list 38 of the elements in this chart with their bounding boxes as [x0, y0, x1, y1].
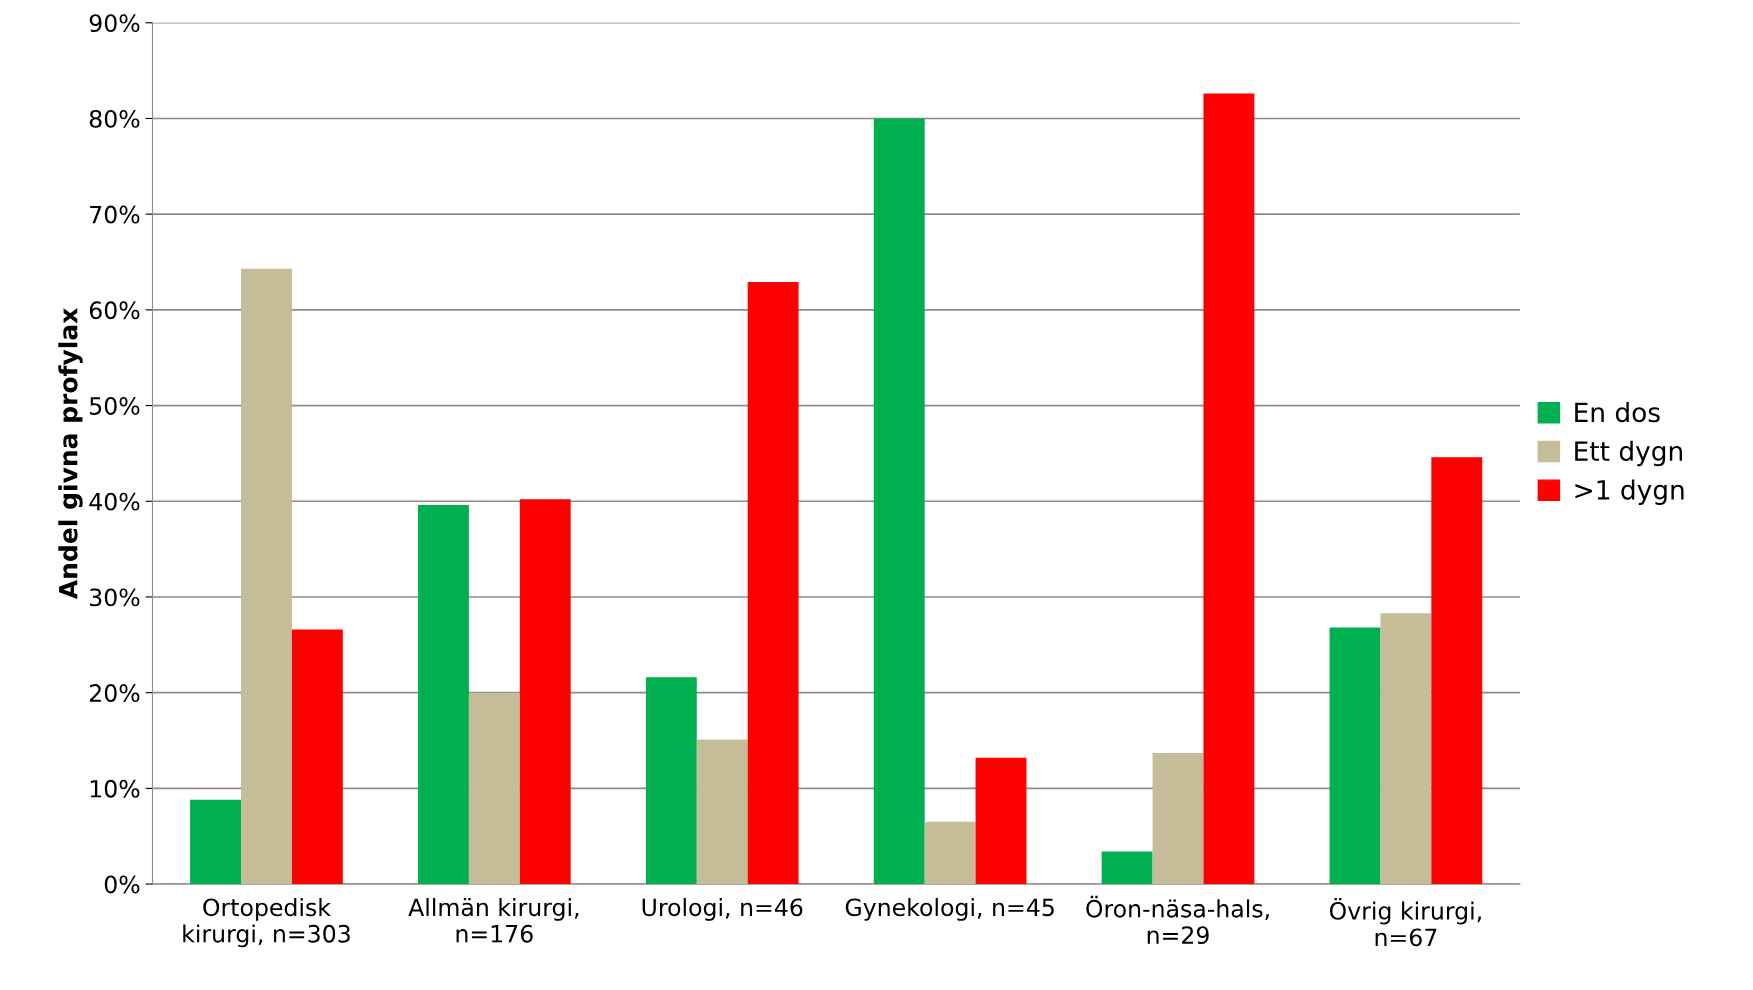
bar — [241, 268, 292, 885]
x-tick-label: Urologi, n=46 — [642, 897, 803, 921]
legend-label: >1 dygn — [1575, 479, 1684, 505]
bar — [190, 799, 242, 885]
bar — [1101, 851, 1153, 885]
y-tick-label: 50% — [90, 397, 140, 415]
y-tick-label: 90% — [89, 14, 140, 33]
x-tick-label: Allmän kirurgi, n=176 — [408, 897, 579, 943]
x-tick-label: Övrig kirurgi, n=67 — [1329, 897, 1481, 947]
bar — [1431, 457, 1483, 885]
y-tick-label: 10% — [90, 779, 140, 798]
bar — [1380, 613, 1432, 885]
y-tick-label: 30% — [90, 588, 140, 607]
legend-label: Ett dygn — [1575, 440, 1682, 467]
y-tick-label: 70% — [90, 205, 140, 224]
bar — [696, 739, 748, 885]
bar — [291, 629, 343, 885]
y-tick-label: 80% — [89, 109, 140, 128]
legend-label: En dos — [1575, 401, 1660, 423]
bar — [747, 282, 799, 885]
x-tick-label: Gynekologi, n=45 — [845, 897, 1054, 921]
bar — [1152, 752, 1204, 885]
x-tick-label: Ortopedisk kirurgi, n=303 — [183, 897, 350, 948]
y-axis-title: Andel givna profylax — [58, 308, 83, 600]
bar — [975, 757, 1027, 885]
bar — [519, 499, 571, 885]
y-tick-label: 40% — [89, 492, 140, 511]
y-tick-label: 20% — [89, 684, 140, 702]
bar — [645, 677, 697, 885]
bar — [873, 118, 925, 885]
y-tick-label: 60% — [89, 301, 140, 320]
bar — [1203, 93, 1255, 885]
bar — [418, 505, 469, 885]
bar — [1329, 627, 1381, 885]
y-tick-label: 0% — [104, 875, 140, 894]
bar — [468, 692, 520, 885]
x-tick-label: Öron-näsa-hals, n=29 — [1086, 895, 1269, 945]
bar — [924, 821, 976, 885]
